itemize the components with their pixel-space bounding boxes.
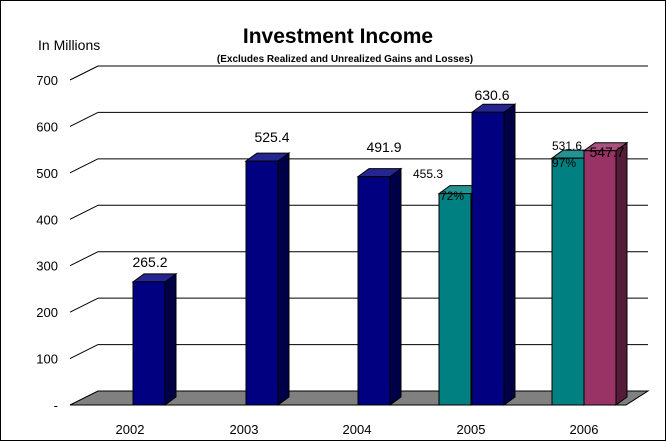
- bar-2005: [470, 103, 517, 406]
- percent-label: 72%: [440, 189, 464, 203]
- gridline-stub: [69, 111, 99, 127]
- data-label: 547.7: [589, 144, 624, 160]
- y-tick-label: -: [54, 398, 58, 413]
- y-tick-label: 400: [36, 212, 58, 227]
- y-tick-label: 100: [36, 352, 58, 367]
- gridline-stub: [69, 158, 99, 174]
- y-tick-label: 600: [36, 119, 58, 134]
- y-tick-label: 700: [36, 73, 58, 88]
- gridline-stub: [69, 251, 99, 267]
- gridline-stub: [69, 65, 99, 81]
- chart-subtitle: (Excludes Realized and Unrealized Gains …: [217, 54, 473, 65]
- y-tick-label: 300: [36, 259, 58, 274]
- x-tick-label: 2004: [343, 422, 372, 437]
- y-tick-labels: - 100 200 300 400 500 600 700: [36, 73, 58, 413]
- bar-2002: [131, 272, 178, 406]
- bar-2006: [582, 141, 629, 406]
- gridline-stub: [69, 297, 99, 313]
- y-tick-label: 500: [36, 166, 58, 181]
- data-label: 455.3: [413, 167, 443, 181]
- data-labels: 265.2 525.4 491.9 455.3 72% 630.6 531.6 97% 547.…: [132, 87, 624, 270]
- bars: [131, 103, 629, 406]
- gridline-stub: [69, 344, 99, 360]
- data-label: 630.6: [474, 87, 509, 103]
- y-tick-label: 200: [36, 305, 58, 320]
- data-label: 525.4: [254, 129, 289, 145]
- x-tick-label: 2003: [230, 422, 259, 437]
- x-tick-label: 2005: [457, 422, 486, 437]
- data-label: 491.9: [366, 139, 401, 155]
- data-label: 265.2: [132, 254, 167, 270]
- chart-title: Investment Income: [243, 25, 433, 48]
- data-label: 531.6: [552, 139, 582, 153]
- x-tick-label: 2002: [116, 422, 145, 437]
- x-tick-label: 2006: [570, 422, 599, 437]
- bar-2004: [356, 167, 403, 406]
- gridline-stub: [69, 204, 99, 220]
- percent-label: 97%: [552, 156, 576, 170]
- y-axis-label: In Millions: [38, 37, 100, 53]
- bar-2003: [244, 152, 291, 406]
- x-tick-labels: 2002 2003 2004 2005 2006: [116, 422, 599, 437]
